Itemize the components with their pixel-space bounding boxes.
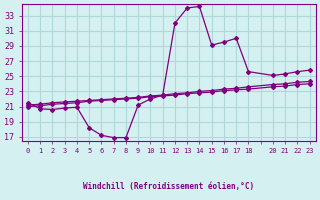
X-axis label: Windchill (Refroidissement éolien,°C): Windchill (Refroidissement éolien,°C) <box>83 182 254 191</box>
